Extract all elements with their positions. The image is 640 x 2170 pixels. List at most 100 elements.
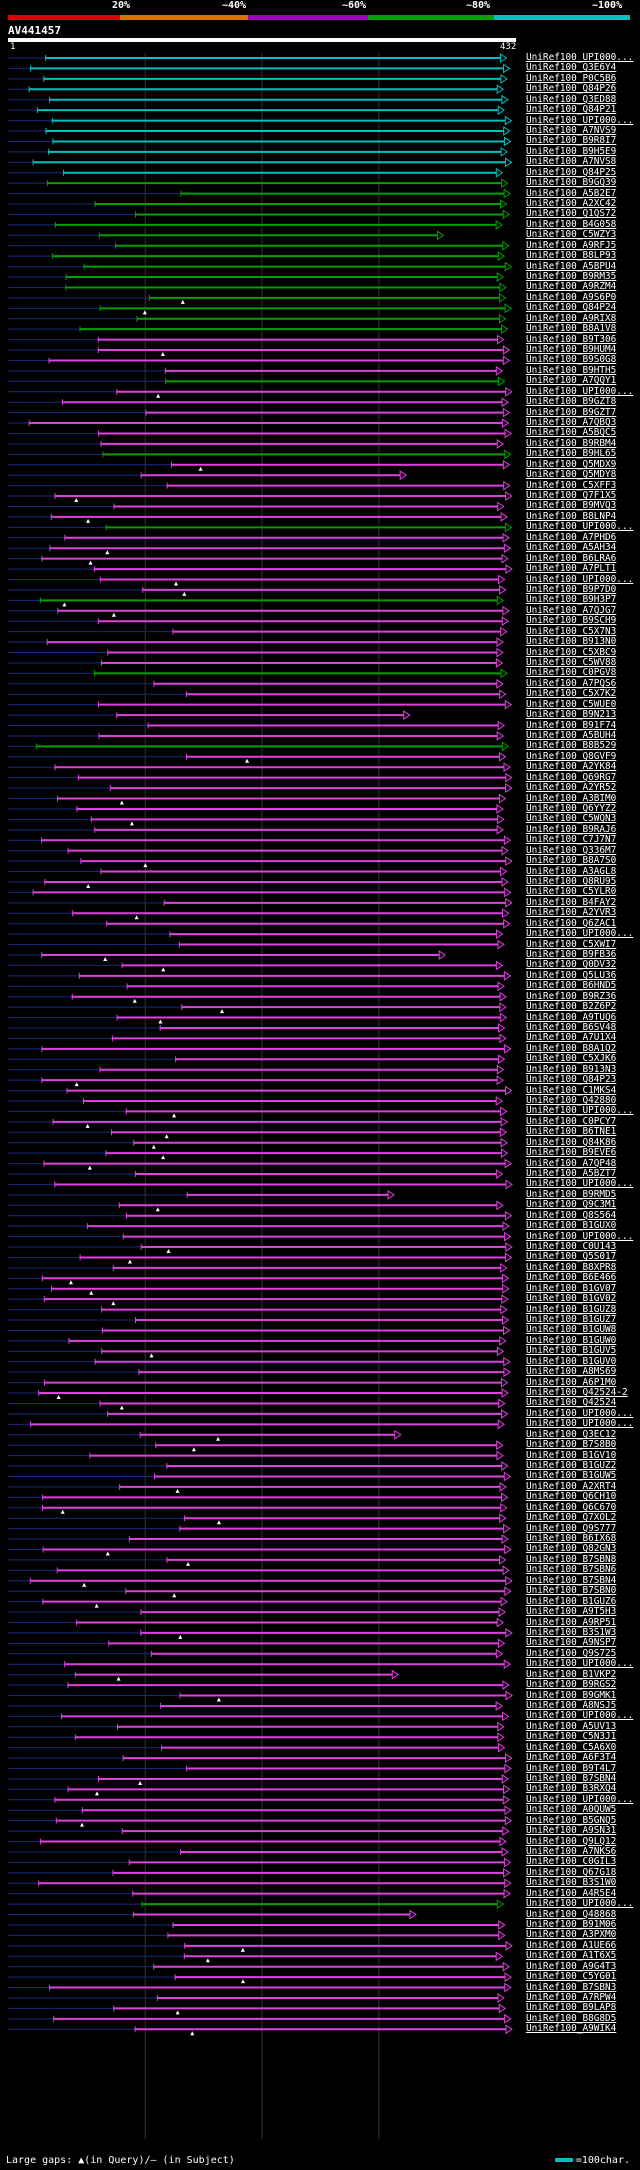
hit-label[interactable]: UniRef100_A9RIX8 xyxy=(526,312,617,324)
hit-label[interactable]: UniRef100_B9GZT8 xyxy=(526,396,617,408)
hit-label[interactable]: UniRef100_A5AH34 xyxy=(526,542,617,554)
hit-label[interactable]: UniRef100_A9NSP7 xyxy=(526,1637,617,1649)
hit-label[interactable]: UniRef100_A2XRT4 xyxy=(526,1480,617,1492)
hit-label[interactable]: UniRef100_A7QBQ3 xyxy=(526,417,617,429)
hit-label[interactable]: UniRef100_UPI000... xyxy=(526,1658,634,1670)
hit-label[interactable]: UniRef100_B1GUX0 xyxy=(526,1220,617,1232)
hit-label[interactable]: UniRef100_B1VKP2 xyxy=(526,1668,617,1680)
hit-label[interactable]: UniRef100_UPI000... xyxy=(526,52,634,63)
hit-label[interactable]: UniRef100_A5BZT7 xyxy=(526,1168,617,1179)
hit-label[interactable]: UniRef100_A8MS69 xyxy=(526,1366,617,1378)
hit-label[interactable]: UniRef100_UPI000... xyxy=(526,1105,634,1117)
hit-label[interactable]: UniRef100_B5GNQ5 xyxy=(526,1814,617,1826)
hit-label[interactable]: UniRef100_Q84P21 xyxy=(526,104,617,116)
hit-label[interactable]: UniRef100_B6HND5 xyxy=(526,980,617,992)
hit-label[interactable]: UniRef100_B9R8I7 xyxy=(526,135,617,147)
hit-label[interactable]: UniRef100_Q84P24 xyxy=(526,302,617,314)
hit-label[interactable]: UniRef100_B913N3 xyxy=(526,1063,617,1075)
hit-label[interactable]: UniRef100_A1UE66 xyxy=(526,1939,617,1951)
hit-label[interactable]: UniRef100_C5YG01 xyxy=(526,1971,617,1983)
hit-label[interactable]: UniRef100_A9RFJ5 xyxy=(526,239,617,251)
hit-label[interactable]: UniRef100_C5XWI7 xyxy=(526,938,617,950)
hit-label[interactable]: UniRef100_B8B529 xyxy=(526,740,617,752)
hit-label[interactable]: UniRef100_Q84P25 xyxy=(526,166,617,178)
hit-label[interactable]: UniRef100_Q8RU95 xyxy=(526,875,617,887)
hit-label[interactable]: UniRef100_P0C5B6 xyxy=(526,72,617,84)
hit-label[interactable]: UniRef100_B9RMD5 xyxy=(526,1188,617,1200)
hit-label[interactable]: UniRef100_B8XPR8 xyxy=(526,1261,617,1273)
hit-label[interactable]: UniRef100_B9H3P7 xyxy=(526,594,617,606)
hit-label[interactable]: UniRef100_B9T306 xyxy=(526,333,617,345)
hit-label[interactable]: UniRef100_C5WV88 xyxy=(526,656,617,668)
hit-label[interactable]: UniRef100_Q42880 xyxy=(526,1095,617,1106)
hit-label[interactable]: UniRef100_UPI000... xyxy=(526,1418,634,1430)
hit-label[interactable]: UniRef100_Q9C3M1 xyxy=(526,1199,617,1211)
hit-label[interactable]: UniRef100_Q9S777 xyxy=(526,1522,617,1534)
hit-label[interactable]: UniRef100_C5XFF3 xyxy=(526,479,617,491)
hit-label[interactable]: UniRef100_Q7XOL2 xyxy=(526,1512,617,1524)
hit-label[interactable]: UniRef100_B3RXQ4 xyxy=(526,1783,617,1795)
hit-label[interactable]: UniRef100_Q6C670 xyxy=(526,1501,617,1513)
hit-label[interactable]: UniRef100_B9HTH5 xyxy=(526,364,617,376)
hit-label[interactable]: UniRef100_B2Z6P2 xyxy=(526,1001,617,1013)
hit-label[interactable]: UniRef100_B9RBM4 xyxy=(526,437,617,449)
hit-label[interactable]: UniRef100_B7S8B0 xyxy=(526,1439,617,1451)
hit-label[interactable]: UniRef100_B9RAJ6 xyxy=(526,823,617,835)
hit-label[interactable]: UniRef100_Q84P23 xyxy=(526,1074,617,1086)
hit-label[interactable]: UniRef100_C5XJK6 xyxy=(526,1053,617,1065)
hit-label[interactable]: UniRef100_A3PXM0 xyxy=(526,1929,617,1941)
hit-label[interactable]: UniRef100_UPI000... xyxy=(526,1230,634,1242)
query-title[interactable]: AV441457 xyxy=(8,24,61,37)
hit-label[interactable]: UniRef100_B1GUZ8 xyxy=(526,1303,617,1315)
hit-label[interactable]: UniRef100_UPI000... xyxy=(526,114,634,126)
hit-label[interactable]: UniRef100_C5A6X0 xyxy=(526,1741,617,1753)
hit-label[interactable]: UniRef100_B1GUW5 xyxy=(526,1470,617,1482)
hit-label[interactable]: UniRef100_A7QP48 xyxy=(526,1157,617,1169)
hit-label[interactable]: UniRef100_B1GV02 xyxy=(526,1293,617,1305)
hit-label[interactable]: UniRef100_Q3E6Y4 xyxy=(526,62,617,74)
hit-label[interactable]: UniRef100_B9GMK1 xyxy=(526,1689,617,1701)
hit-label[interactable]: UniRef100_A9S6P0 xyxy=(526,291,617,303)
hit-label[interactable]: UniRef100_Q6CH10 xyxy=(526,1491,617,1503)
hit-label[interactable]: UniRef100_B8LNP4 xyxy=(526,510,617,522)
hit-label[interactable]: UniRef100_A7NVS8 xyxy=(526,156,617,168)
hit-label[interactable]: UniRef100_B3S1W3 xyxy=(526,1626,617,1638)
hit-label[interactable]: UniRef100_B8A7S0 xyxy=(526,855,617,867)
hit-label[interactable]: UniRef100_B9P7D0 xyxy=(526,583,617,595)
hit-label[interactable]: UniRef100_A7U1X4 xyxy=(526,1032,617,1044)
hit-label[interactable]: UniRef100_B9RM35 xyxy=(526,271,617,283)
hit-label[interactable]: UniRef100_C5X7N3 xyxy=(526,625,617,637)
hit-label[interactable]: UniRef100_B1GUZ7 xyxy=(526,1314,617,1326)
hit-label[interactable]: UniRef100_A7RPW4 xyxy=(526,1991,617,2003)
hit-label[interactable]: UniRef100_A9RP51 xyxy=(526,1616,617,1628)
hit-label[interactable]: UniRef100_Q84P26 xyxy=(526,83,617,95)
hit-label[interactable]: UniRef100_A2YK84 xyxy=(526,761,617,773)
hit-label[interactable]: UniRef100_A9TUQ6 xyxy=(526,1011,617,1023)
hit-label[interactable]: UniRef100_Q42524-2 xyxy=(526,1387,628,1399)
hit-label[interactable]: UniRef100_C1MKS4 xyxy=(526,1084,617,1096)
hit-label[interactable]: UniRef100_B7SBN4 xyxy=(526,1574,617,1586)
hit-label[interactable]: UniRef100_A2YVR3 xyxy=(526,907,617,919)
hit-label[interactable]: UniRef100_B9T4L7 xyxy=(526,1762,617,1774)
hit-label[interactable]: UniRef100_A7PQS6 xyxy=(526,677,617,689)
hit-label[interactable]: UniRef100_B1GUZ2 xyxy=(526,1460,617,1472)
hit-label[interactable]: UniRef100_UPI000... xyxy=(526,928,634,940)
hit-label[interactable]: UniRef100_Q67G18 xyxy=(526,1866,617,1878)
hit-label[interactable]: UniRef100_Q42524 xyxy=(526,1397,617,1409)
hit-label[interactable]: UniRef100_Q3EC12 xyxy=(526,1428,617,1440)
hit-label[interactable]: UniRef100_C5N3J1 xyxy=(526,1731,617,1743)
hit-label[interactable]: UniRef100_B8A1Q2 xyxy=(526,1042,617,1054)
hit-label[interactable]: UniRef100_A2YR52 xyxy=(526,782,617,794)
hit-label[interactable]: UniRef100_B9H5E9 xyxy=(526,145,617,157)
hit-label[interactable]: UniRef100_Q5MDX9 xyxy=(526,458,617,470)
hit-label[interactable]: UniRef100_A7NVS9 xyxy=(526,125,617,136)
hit-label[interactable]: UniRef100_Q8GVF9 xyxy=(526,750,617,762)
hit-label[interactable]: UniRef100_A9T5H3 xyxy=(526,1606,617,1618)
hit-label[interactable]: UniRef100_Q7F1X5 xyxy=(526,490,617,502)
hit-label[interactable]: UniRef100_A8NSJ5 xyxy=(526,1699,617,1711)
hit-label[interactable]: UniRef100_A5BUH4 xyxy=(526,729,617,741)
hit-label[interactable]: UniRef100_UPI000... xyxy=(526,1178,634,1190)
hit-label[interactable]: UniRef100_A1T6X5 xyxy=(526,1950,617,1962)
hit-label[interactable]: UniRef100_B6LRA6 xyxy=(526,552,617,564)
hit-label[interactable]: UniRef100_A6F3T4 xyxy=(526,1752,617,1764)
